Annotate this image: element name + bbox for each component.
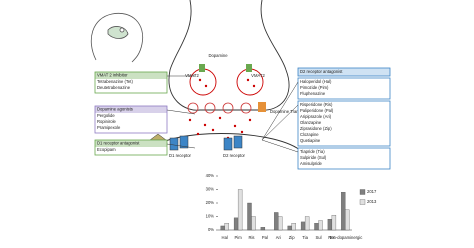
bar bbox=[220, 225, 225, 231]
bar bbox=[247, 202, 252, 231]
drug-group bbox=[297, 100, 391, 147]
vmat-label: VMAT2 bbox=[251, 73, 265, 78]
drug-name: Aripiprazole (Ari) bbox=[300, 114, 332, 119]
drug-name: Risperidone (Ris) bbox=[300, 102, 333, 107]
drug-name: Clozapine bbox=[300, 132, 319, 137]
x-tick-label: Pal bbox=[262, 235, 268, 240]
y-tick-label: 20% bbox=[206, 200, 215, 205]
vesicles bbox=[187, 102, 252, 114]
vmat-label: VMAT2 bbox=[185, 73, 199, 78]
drug-name: Haloperidol (Hal) bbox=[300, 79, 332, 84]
drug-name: Ecopipam bbox=[97, 147, 116, 152]
bar bbox=[341, 192, 346, 231]
dopamine-label: Dopamine bbox=[208, 53, 228, 58]
drug-name: Olanzapine bbox=[300, 120, 322, 125]
drug-name: Sulpiride (Sul) bbox=[300, 155, 327, 160]
y-tick-label: 0% bbox=[208, 227, 214, 232]
bar bbox=[300, 221, 306, 231]
head-sketch bbox=[90, 12, 144, 63]
drug-name: Pramipexole bbox=[97, 125, 121, 130]
drug-box-title: D2 receptor antagonist bbox=[300, 69, 343, 74]
bar bbox=[287, 225, 292, 231]
y-tick-label: 30% bbox=[206, 187, 215, 192]
receptor-label: D1 receptor bbox=[169, 153, 191, 158]
y-tick-label: 10% bbox=[206, 214, 215, 219]
drug-name: Ziprasidone (Zip) bbox=[300, 126, 332, 131]
drug-name: Quetiapine bbox=[300, 138, 321, 143]
drug-name: Deutetrabenazine bbox=[97, 85, 131, 90]
drug-name: Tiapride (Tia) bbox=[300, 149, 325, 154]
drug-box bbox=[94, 105, 168, 134]
drug-box-title: Dopamine agonists bbox=[97, 107, 133, 112]
bar bbox=[331, 214, 337, 231]
drug-name: Pimozide (Pim) bbox=[300, 85, 329, 90]
drug-box bbox=[94, 139, 168, 156]
drug-name: Amisulpride bbox=[300, 161, 323, 166]
bar bbox=[224, 223, 229, 231]
pointer-line bbox=[166, 143, 196, 149]
transporters bbox=[199, 64, 266, 112]
bar bbox=[291, 223, 296, 231]
x-tick-label: Ari bbox=[276, 235, 281, 240]
pointer-line bbox=[261, 81, 299, 141]
drug-name: Ropinirole bbox=[97, 119, 117, 124]
pointer-line bbox=[261, 139, 299, 153]
bar bbox=[260, 227, 266, 231]
drug-name: Paliperidone (Pal) bbox=[300, 108, 334, 113]
dopamine-dots bbox=[188, 78, 256, 140]
receptor-label: D2 receptor bbox=[223, 153, 245, 158]
legend-label: 2013 bbox=[367, 199, 377, 204]
bar bbox=[233, 217, 239, 231]
x-tick-label: Sul bbox=[315, 235, 321, 240]
drug-box-header bbox=[95, 140, 167, 147]
drug-box-header bbox=[95, 72, 167, 79]
bar bbox=[327, 219, 333, 231]
bar bbox=[251, 216, 256, 231]
bar bbox=[274, 212, 279, 231]
x-tick-label: Tia bbox=[302, 235, 308, 240]
bar bbox=[314, 223, 319, 231]
y-tick-label: 40% bbox=[206, 173, 215, 178]
legend-swatch bbox=[359, 189, 366, 195]
receptors bbox=[149, 133, 243, 151]
x-tick-label: Pim bbox=[234, 235, 242, 240]
drug-group bbox=[297, 77, 391, 100]
drug-box-title: D1 receptor antagonist bbox=[97, 141, 140, 146]
pointer-line bbox=[261, 104, 299, 141]
pointer-line bbox=[166, 109, 196, 115]
neuron bbox=[149, 0, 301, 151]
bar bbox=[345, 209, 350, 231]
x-tick-label: Zip bbox=[289, 235, 295, 240]
x-tick-label: Hal bbox=[222, 235, 228, 240]
x-tick-label: Non-dopaminergic bbox=[328, 235, 362, 240]
drug-name: Pergolide bbox=[97, 113, 115, 118]
bar bbox=[304, 216, 310, 231]
drug-name: Tetrabenazine (Tet) bbox=[97, 79, 133, 84]
bar bbox=[237, 189, 243, 231]
drug-box-header bbox=[95, 106, 167, 113]
drug-group bbox=[297, 147, 391, 170]
legend-label: 2017 bbox=[367, 189, 377, 194]
drug-box bbox=[94, 71, 168, 94]
drug-box-title: VMAT 2 inhibitor bbox=[97, 73, 128, 78]
x-tick-label: Ris bbox=[248, 235, 254, 240]
x-tick-label: Tet bbox=[329, 235, 335, 240]
bar bbox=[318, 220, 323, 231]
bar bbox=[278, 216, 283, 231]
drug-name: Fluphenazine bbox=[300, 91, 326, 96]
legend-swatch bbox=[359, 199, 366, 205]
drug-box-header bbox=[297, 67, 391, 77]
